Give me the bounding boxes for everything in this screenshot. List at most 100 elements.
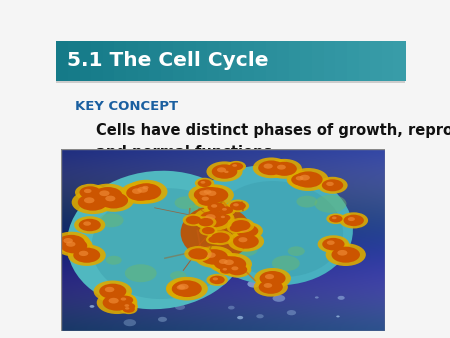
Bar [138,41,150,81]
Circle shape [184,246,212,262]
Circle shape [190,250,210,261]
Circle shape [322,179,343,191]
Circle shape [267,159,302,179]
Circle shape [287,171,318,188]
Circle shape [327,240,335,245]
Circle shape [202,227,215,234]
Circle shape [218,214,230,221]
Circle shape [224,260,234,265]
Circle shape [135,182,160,196]
Circle shape [258,161,284,175]
Circle shape [202,188,228,202]
Circle shape [315,195,346,213]
Circle shape [99,284,126,299]
Circle shape [197,194,218,206]
Circle shape [141,298,148,303]
Circle shape [338,250,347,256]
Circle shape [119,301,138,312]
Circle shape [348,217,355,221]
Circle shape [318,235,349,253]
Circle shape [231,222,263,240]
Circle shape [213,277,218,281]
Circle shape [206,235,222,244]
Circle shape [195,185,226,202]
Circle shape [228,218,254,233]
Circle shape [68,244,106,266]
Bar [184,41,197,81]
Circle shape [55,235,93,257]
Circle shape [90,305,94,308]
Circle shape [125,307,130,310]
Circle shape [75,184,106,201]
Circle shape [58,235,85,250]
Circle shape [61,238,87,254]
Circle shape [227,199,249,212]
Circle shape [217,167,226,172]
Circle shape [202,228,229,243]
Ellipse shape [92,188,237,299]
Circle shape [241,227,248,232]
Circle shape [207,191,216,196]
Circle shape [216,205,236,216]
Circle shape [199,225,217,236]
Circle shape [254,277,288,297]
Circle shape [288,168,328,191]
Circle shape [97,291,137,314]
Circle shape [209,253,244,273]
Circle shape [84,189,91,193]
Circle shape [72,190,114,214]
Bar [56,81,405,83]
Circle shape [122,303,135,310]
Circle shape [117,296,133,305]
Circle shape [231,220,251,231]
Circle shape [204,190,211,194]
Circle shape [253,158,290,178]
Circle shape [207,274,228,286]
Circle shape [221,169,234,176]
Circle shape [211,233,230,243]
Bar [382,41,394,81]
Circle shape [228,231,264,251]
Circle shape [186,216,201,224]
Bar [56,41,68,81]
Circle shape [228,306,234,310]
Circle shape [207,202,225,212]
Circle shape [223,268,227,270]
Circle shape [233,242,258,257]
Circle shape [99,213,124,227]
Circle shape [205,214,216,220]
Circle shape [223,262,252,277]
Circle shape [277,165,286,170]
Circle shape [84,197,94,203]
Circle shape [66,241,76,247]
Circle shape [208,236,220,243]
Circle shape [264,283,272,288]
Circle shape [199,211,229,227]
Circle shape [186,216,202,224]
Circle shape [52,232,90,253]
Circle shape [220,266,233,274]
Circle shape [132,188,142,194]
Circle shape [338,296,345,300]
Ellipse shape [190,165,353,285]
Circle shape [105,287,114,292]
Circle shape [198,218,213,226]
Circle shape [300,175,310,180]
Bar [161,41,173,81]
Circle shape [254,268,291,289]
Circle shape [193,207,234,231]
Circle shape [256,314,264,318]
Circle shape [238,237,248,242]
Bar [370,41,382,81]
Circle shape [198,179,212,187]
Bar [196,41,208,81]
Circle shape [121,182,160,204]
Bar [207,41,220,81]
Text: 5.1 The Cell Cycle: 5.1 The Cell Cycle [67,51,268,70]
Circle shape [315,296,319,298]
Ellipse shape [212,181,343,277]
Circle shape [188,248,208,259]
Ellipse shape [180,205,252,260]
Circle shape [178,284,189,290]
Circle shape [142,186,148,189]
